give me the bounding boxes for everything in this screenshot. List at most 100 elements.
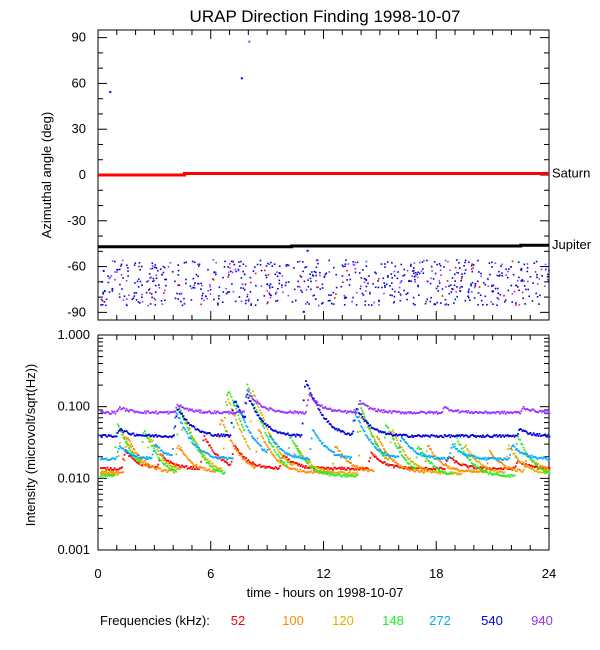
intensity-point [143,457,146,459]
intensity-point [425,466,428,469]
intensity-point [529,458,532,461]
azimuth-point [477,259,479,262]
intensity-point [350,462,352,464]
intensity-point [106,472,109,475]
intensity-point [222,473,225,475]
intensity-point [320,470,323,473]
intensity-point [133,448,136,451]
intensity-point [344,473,347,476]
intensity-point [335,468,338,470]
azimuth-point [470,264,473,267]
intensity-point [114,458,117,461]
intensity-point [137,458,139,460]
intensity-point [125,430,128,433]
intensity-point [114,468,117,471]
azimuth-point [343,297,346,299]
intensity-point [446,407,448,409]
intensity-point [449,452,452,455]
azimuth-point [268,293,271,296]
intensity-point [99,410,102,413]
intensity-point [179,446,182,449]
azimuth-point [541,275,543,277]
intensity-point [345,433,348,436]
intensity-point [123,407,126,410]
intensity-point [424,468,427,471]
azimuth-point [378,300,380,303]
intensity-point [398,410,401,413]
intensity-point [465,434,467,437]
intensity-point [329,423,332,426]
intensity-point [126,450,129,453]
intensity-point [437,456,439,459]
azimuth-point [154,291,157,293]
intensity-point [151,440,154,442]
intensity-point [377,449,379,451]
intensity-point [517,435,519,438]
azimuth-point [480,299,483,302]
intensity-point [181,413,183,415]
intensity-point [541,471,544,474]
intensity-point [366,421,368,424]
intensity-point [475,457,478,460]
intensity-point [283,464,286,467]
azimuth-point [468,261,470,264]
intensity-point [184,418,187,421]
intensity-point [122,407,125,409]
azimuth-point [304,266,306,269]
intensity-point [234,400,236,403]
azimuth-point [316,286,318,289]
azimuth-point [218,297,220,300]
intensity-point [154,449,156,452]
intensity-point [453,467,456,470]
intensity-point [461,434,464,436]
intensity-point [548,435,551,438]
intensity-point [404,434,407,436]
intensity-point [461,447,464,450]
intensity-point [460,410,463,413]
intensity-point [285,456,288,459]
intensity-point [256,411,259,413]
azimuth-point [453,284,456,287]
intensity-point [163,463,165,466]
intensity-point [226,411,228,413]
intensity-point [119,429,121,432]
intensity-point [483,466,485,469]
intensity-point [134,434,137,437]
intensity-point [424,454,427,457]
intensity-point [110,413,112,415]
intensity-point [99,458,102,461]
intensity-point [248,399,251,402]
intensity-point [158,457,161,460]
intensity-point [138,454,140,456]
intensity-point [343,467,346,469]
azimuth-point [104,290,106,293]
azimuth-point [443,266,445,268]
azimuth-point [207,290,209,292]
intensity-point [174,425,177,428]
azimuth-point [391,282,393,284]
intensity-point [390,433,393,436]
intensity-point [476,411,479,414]
intensity-point [202,431,205,433]
intensity-point [110,474,112,476]
azimuth-point [374,271,376,274]
intensity-point [210,412,213,415]
azimuth-point [548,297,551,299]
azimuth-point [538,303,540,305]
intensity-point [508,457,510,459]
intensity-point [363,415,366,418]
intensity-point [378,438,381,441]
intensity-point [145,412,147,415]
intensity-point [205,469,208,472]
intensity-point [211,412,214,414]
intensity-point [103,434,106,436]
intensity-point [131,432,134,435]
intensity-point [182,406,184,409]
intensity-point [223,456,226,459]
azimuth-point [361,292,364,295]
intensity-point [522,446,525,449]
azimuth-point [271,286,274,288]
intensity-point [124,436,127,439]
intensity-point [240,423,243,426]
intensity-point [282,462,285,465]
